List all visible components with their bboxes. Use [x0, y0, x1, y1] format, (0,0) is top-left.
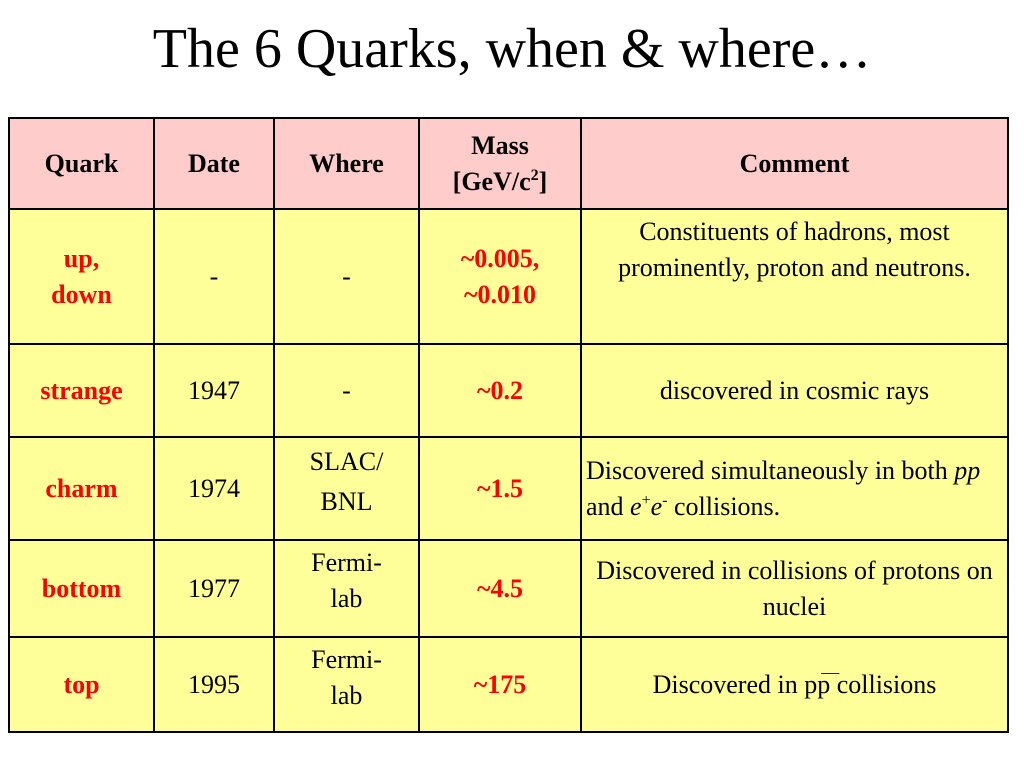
antiparticle-bar: — [821, 661, 840, 682]
date-cell: 1947 [153, 343, 275, 438]
quark-name-line1: up, [63, 243, 100, 273]
header-row: Quark Date Where Mass [GeV/c2] Comment [8, 117, 1009, 210]
header-mass-unit-b: ] [538, 166, 548, 196]
table-row: strange 1947 - ~0.2 discovered in cosmic… [8, 343, 1009, 438]
header-mass-unit-a: [GeV/c [452, 166, 531, 196]
comment-p2: p [817, 669, 831, 699]
where-cell: Fermi- lab [273, 539, 420, 638]
table-row: charm 1974 SLAC/ BNL ~1.5 Discovered sim… [8, 436, 1009, 541]
header-date: Date [153, 117, 275, 210]
mass-cell: ~4.5 [418, 539, 582, 638]
mass-line2: ~0.010 [463, 279, 537, 309]
comment-cell: Discovered in p — p collisions [580, 636, 1009, 733]
comment-cell: Discovered in collisions of protons on n… [580, 539, 1009, 638]
quark-name-line2: down [51, 279, 112, 309]
header-comment: Comment [580, 117, 1009, 210]
where-line2: lab [330, 681, 363, 710]
comment-text-b: collisions [830, 669, 937, 699]
quark-cell: strange [8, 343, 155, 438]
where-line2: lab [330, 584, 363, 613]
quark-cell: top [8, 636, 155, 733]
header-mass-line1: Mass [471, 130, 529, 160]
comment-text-b: and [586, 491, 631, 521]
header-where: Where [273, 117, 420, 210]
comment-p1: p [804, 669, 818, 699]
where-cell: - [273, 208, 420, 345]
comment-text-a: Discovered in [652, 669, 805, 699]
header-quark: Quark [8, 117, 155, 210]
date-cell: 1995 [153, 636, 275, 733]
mass-cell: ~0.005, ~0.010 [418, 208, 582, 345]
comment-cell: Discovered simultaneously in both pp and… [580, 436, 1009, 541]
comment-text-c: collisions. [667, 491, 781, 521]
quarks-table: Quark Date Where Mass [GeV/c2] Comment u… [8, 117, 1009, 733]
date-cell: - [153, 208, 275, 345]
mass-cell: ~175 [418, 636, 582, 733]
comment-cell: discovered in cosmic rays [580, 343, 1009, 438]
slide-title: The 6 Quarks, when & where… [152, 18, 872, 80]
table-row: bottom 1977 Fermi- lab ~4.5 Discovered i… [8, 539, 1009, 638]
header-mass: Mass [GeV/c2] [418, 117, 582, 210]
mass-cell: ~0.2 [418, 343, 582, 438]
comment-pbar: — p [817, 663, 839, 703]
date-cell: 1974 [153, 436, 275, 541]
where-line1: Fermi- [311, 548, 382, 577]
comment-e1: e [630, 491, 642, 521]
date-cell: 1977 [153, 539, 275, 638]
header-mass-unit-sup: 2 [530, 166, 539, 184]
comment-sup2: - [662, 491, 668, 509]
mass-cell: ~1.5 [418, 436, 582, 541]
comment-cell: Constituents of hadrons, most prominentl… [580, 208, 1009, 345]
comment-pp: pp [954, 455, 981, 485]
comment-e2: e [650, 491, 663, 521]
comment-sup1: + [641, 491, 651, 509]
where-line1: SLAC/ [309, 447, 384, 476]
quark-cell: bottom [8, 539, 155, 638]
quark-cell: charm [8, 436, 155, 541]
where-cell: - [273, 343, 420, 438]
table-row: up, down - - ~0.005, ~0.010 Constituents… [8, 208, 1009, 345]
where-cell: SLAC/ BNL [273, 436, 420, 541]
header-mass-unit: [GeV/c2] [453, 167, 548, 196]
mass-line1: ~0.005, [460, 243, 540, 273]
where-line2: BNL [320, 487, 373, 516]
quark-cell: up, down [8, 208, 155, 345]
where-line1: Fermi- [311, 645, 382, 674]
table-row: top 1995 Fermi- lab ~175 Discovered in p… [8, 636, 1009, 733]
comment-text-a: Discovered simultaneously in both [586, 455, 955, 485]
where-cell: Fermi- lab [273, 636, 420, 733]
